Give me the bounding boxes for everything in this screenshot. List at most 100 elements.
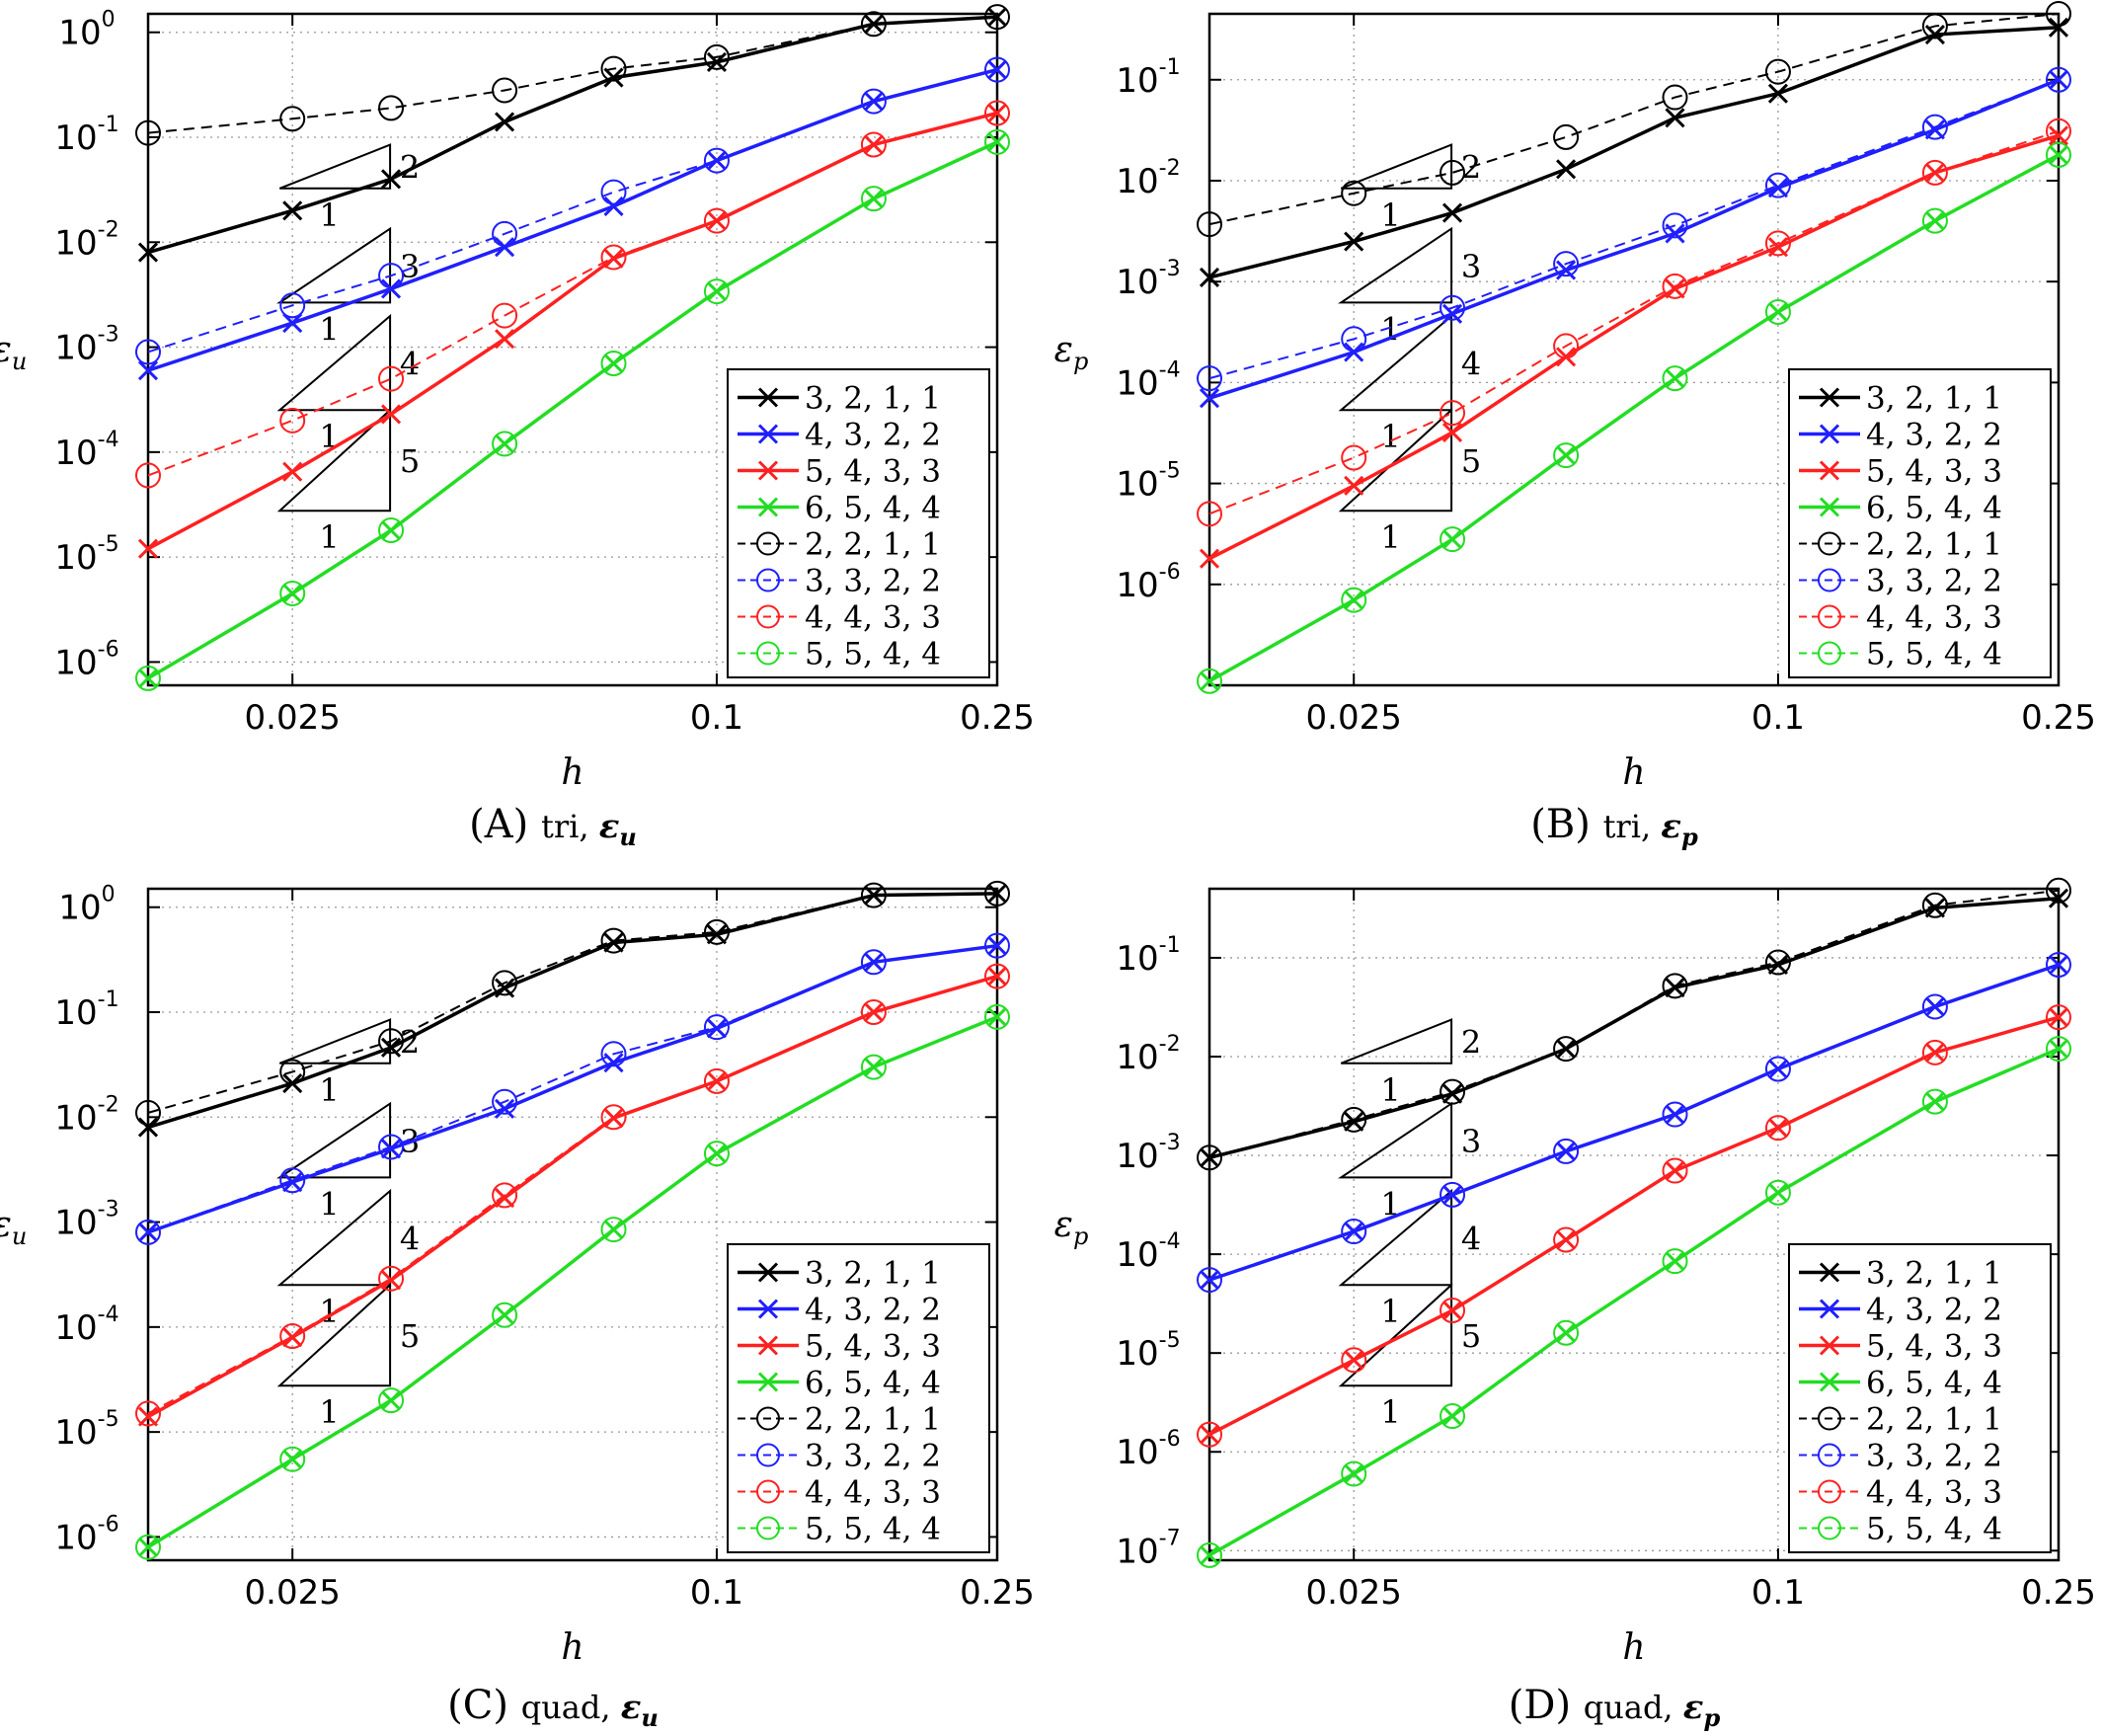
data-point-x bbox=[986, 935, 1008, 956]
slope-triangle bbox=[1340, 1018, 1453, 1065]
legend-marker-circle bbox=[756, 604, 780, 629]
data-point-circle bbox=[703, 147, 730, 174]
y-tick-label: 10-5 bbox=[1116, 1328, 1180, 1374]
data-point-x bbox=[1344, 231, 1364, 252]
slope-triangle bbox=[276, 1282, 392, 1387]
data-point-circle bbox=[1662, 273, 1688, 299]
data-point-circle bbox=[135, 339, 161, 365]
data-point-circle bbox=[279, 580, 306, 606]
data-point-x bbox=[1556, 159, 1577, 180]
legend-label: 6, 5, 4, 4 bbox=[1866, 491, 2002, 526]
legend-marker-x bbox=[1819, 1372, 1840, 1392]
y-tick-label: 10-6 bbox=[1116, 560, 1180, 605]
data-point-x bbox=[1199, 1270, 1220, 1291]
slope-rise-label: 4 bbox=[1461, 346, 1481, 383]
data-point-x bbox=[1924, 1042, 1945, 1063]
y-tick-label: 10-4 bbox=[1116, 357, 1180, 403]
chart-panel-3: 0.025 0.1 0.25 100 10-1 10-2 10-3 10-4 10-5 10-6 h… bbox=[0, 880, 1035, 1732]
data-point-circle bbox=[1197, 1421, 1222, 1448]
legend-label: 3, 2, 1, 1 bbox=[1866, 381, 2002, 417]
slope-run-label: 1 bbox=[319, 1185, 339, 1223]
data-point-circle bbox=[1197, 1267, 1222, 1294]
data-point-x bbox=[1441, 303, 1463, 324]
legend-marker-circle bbox=[756, 1406, 780, 1431]
data-point-x bbox=[1344, 1221, 1364, 1242]
y-tick-label: 10-2 bbox=[54, 217, 118, 263]
data-point-circle bbox=[1764, 172, 1791, 198]
data-point-x bbox=[1767, 1059, 1789, 1079]
data-point-x bbox=[495, 112, 515, 132]
data-point-x bbox=[706, 210, 728, 231]
slope-run-label: 1 bbox=[1380, 197, 1400, 234]
data-point-circle bbox=[279, 407, 306, 434]
y-axis-label: εu bbox=[0, 330, 27, 375]
data-point-x bbox=[137, 1117, 159, 1138]
chart-panel-1: 0.025 0.1 0.25 100 10-1 10-2 10-3 10-4 10-5 10-6 h… bbox=[0, 4, 1035, 851]
data-point-x bbox=[1665, 108, 1685, 128]
data-point-x bbox=[863, 885, 884, 906]
data-point-x bbox=[137, 360, 159, 381]
data-point-x bbox=[282, 1072, 303, 1094]
data-point-x bbox=[1199, 1544, 1220, 1565]
x-axis-label: h bbox=[561, 1627, 584, 1668]
data-point-circle bbox=[703, 43, 730, 70]
slope-run-label: 1 bbox=[1380, 1071, 1400, 1109]
slope-run-label: 1 bbox=[319, 518, 339, 556]
data-point-x bbox=[1767, 1118, 1789, 1139]
slope-triangle bbox=[1338, 226, 1453, 304]
data-point-x bbox=[137, 1222, 159, 1242]
data-point-x bbox=[986, 966, 1008, 986]
data-point-x bbox=[706, 51, 728, 72]
slope-triangle bbox=[1338, 313, 1453, 412]
legend-label: 6, 5, 4, 4 bbox=[805, 491, 941, 526]
legend-marker-circle bbox=[1818, 604, 1841, 629]
y-tick-label: 10-6 bbox=[1116, 1427, 1180, 1472]
y-tick-label: 10-6 bbox=[54, 1512, 118, 1557]
data-point-x bbox=[1344, 1463, 1364, 1484]
slope-triangle bbox=[276, 226, 392, 304]
data-point-x bbox=[1924, 898, 1945, 918]
data-point-circle bbox=[1440, 1078, 1466, 1105]
legend-label: 4, 3, 2, 2 bbox=[805, 1293, 941, 1328]
slope-run-label: 1 bbox=[319, 310, 339, 348]
data-point-circle bbox=[1764, 1056, 1791, 1082]
x-tick-label: 0.1 bbox=[1751, 698, 1805, 738]
data-point-circle bbox=[1553, 442, 1580, 469]
data-point-x bbox=[495, 1098, 515, 1119]
data-point-circle bbox=[2046, 877, 2071, 904]
data-point-x bbox=[986, 59, 1008, 80]
data-point-x bbox=[2048, 1007, 2069, 1028]
data-point-x bbox=[282, 583, 303, 604]
legend-label: 4, 4, 3, 3 bbox=[805, 1475, 941, 1511]
legend-marker-x bbox=[1819, 1262, 1840, 1283]
data-point-x bbox=[1441, 529, 1463, 550]
series-line-4 bbox=[147, 140, 998, 680]
data-point-x bbox=[1344, 475, 1364, 496]
data-point-x bbox=[2048, 125, 2069, 146]
data-point-x bbox=[137, 1537, 159, 1557]
data-point-circle bbox=[1764, 949, 1791, 976]
data-point-circle bbox=[1921, 13, 1948, 39]
data-point-x bbox=[863, 189, 884, 209]
legend-label: 3, 3, 2, 2 bbox=[1866, 564, 2002, 599]
legend-marker-x bbox=[757, 460, 779, 481]
data-point-x bbox=[495, 1188, 515, 1209]
y-tick-label: 10-1 bbox=[1116, 933, 1180, 979]
data-point-circle bbox=[1341, 180, 1367, 206]
data-point-circle bbox=[1440, 400, 1466, 427]
legend-marker-circle bbox=[756, 1479, 780, 1504]
data-point-x bbox=[706, 1070, 728, 1091]
data-point-circle bbox=[1764, 1115, 1791, 1142]
data-point-circle bbox=[703, 1141, 730, 1167]
legend-box bbox=[1788, 368, 2052, 678]
panel-caption: (B) tri, εp bbox=[1530, 802, 1698, 851]
data-point-x bbox=[863, 952, 884, 973]
legend-label: 4, 4, 3, 3 bbox=[1866, 600, 2002, 636]
data-point-x bbox=[706, 1018, 728, 1039]
data-point-circle bbox=[984, 963, 1010, 989]
data-point-circle bbox=[378, 517, 405, 544]
data-point-circle bbox=[1921, 114, 1948, 140]
legend-label: 5, 4, 3, 3 bbox=[1866, 1329, 2002, 1365]
legend-label: 3, 2, 1, 1 bbox=[1866, 1256, 2002, 1292]
data-point-x bbox=[1556, 260, 1577, 280]
